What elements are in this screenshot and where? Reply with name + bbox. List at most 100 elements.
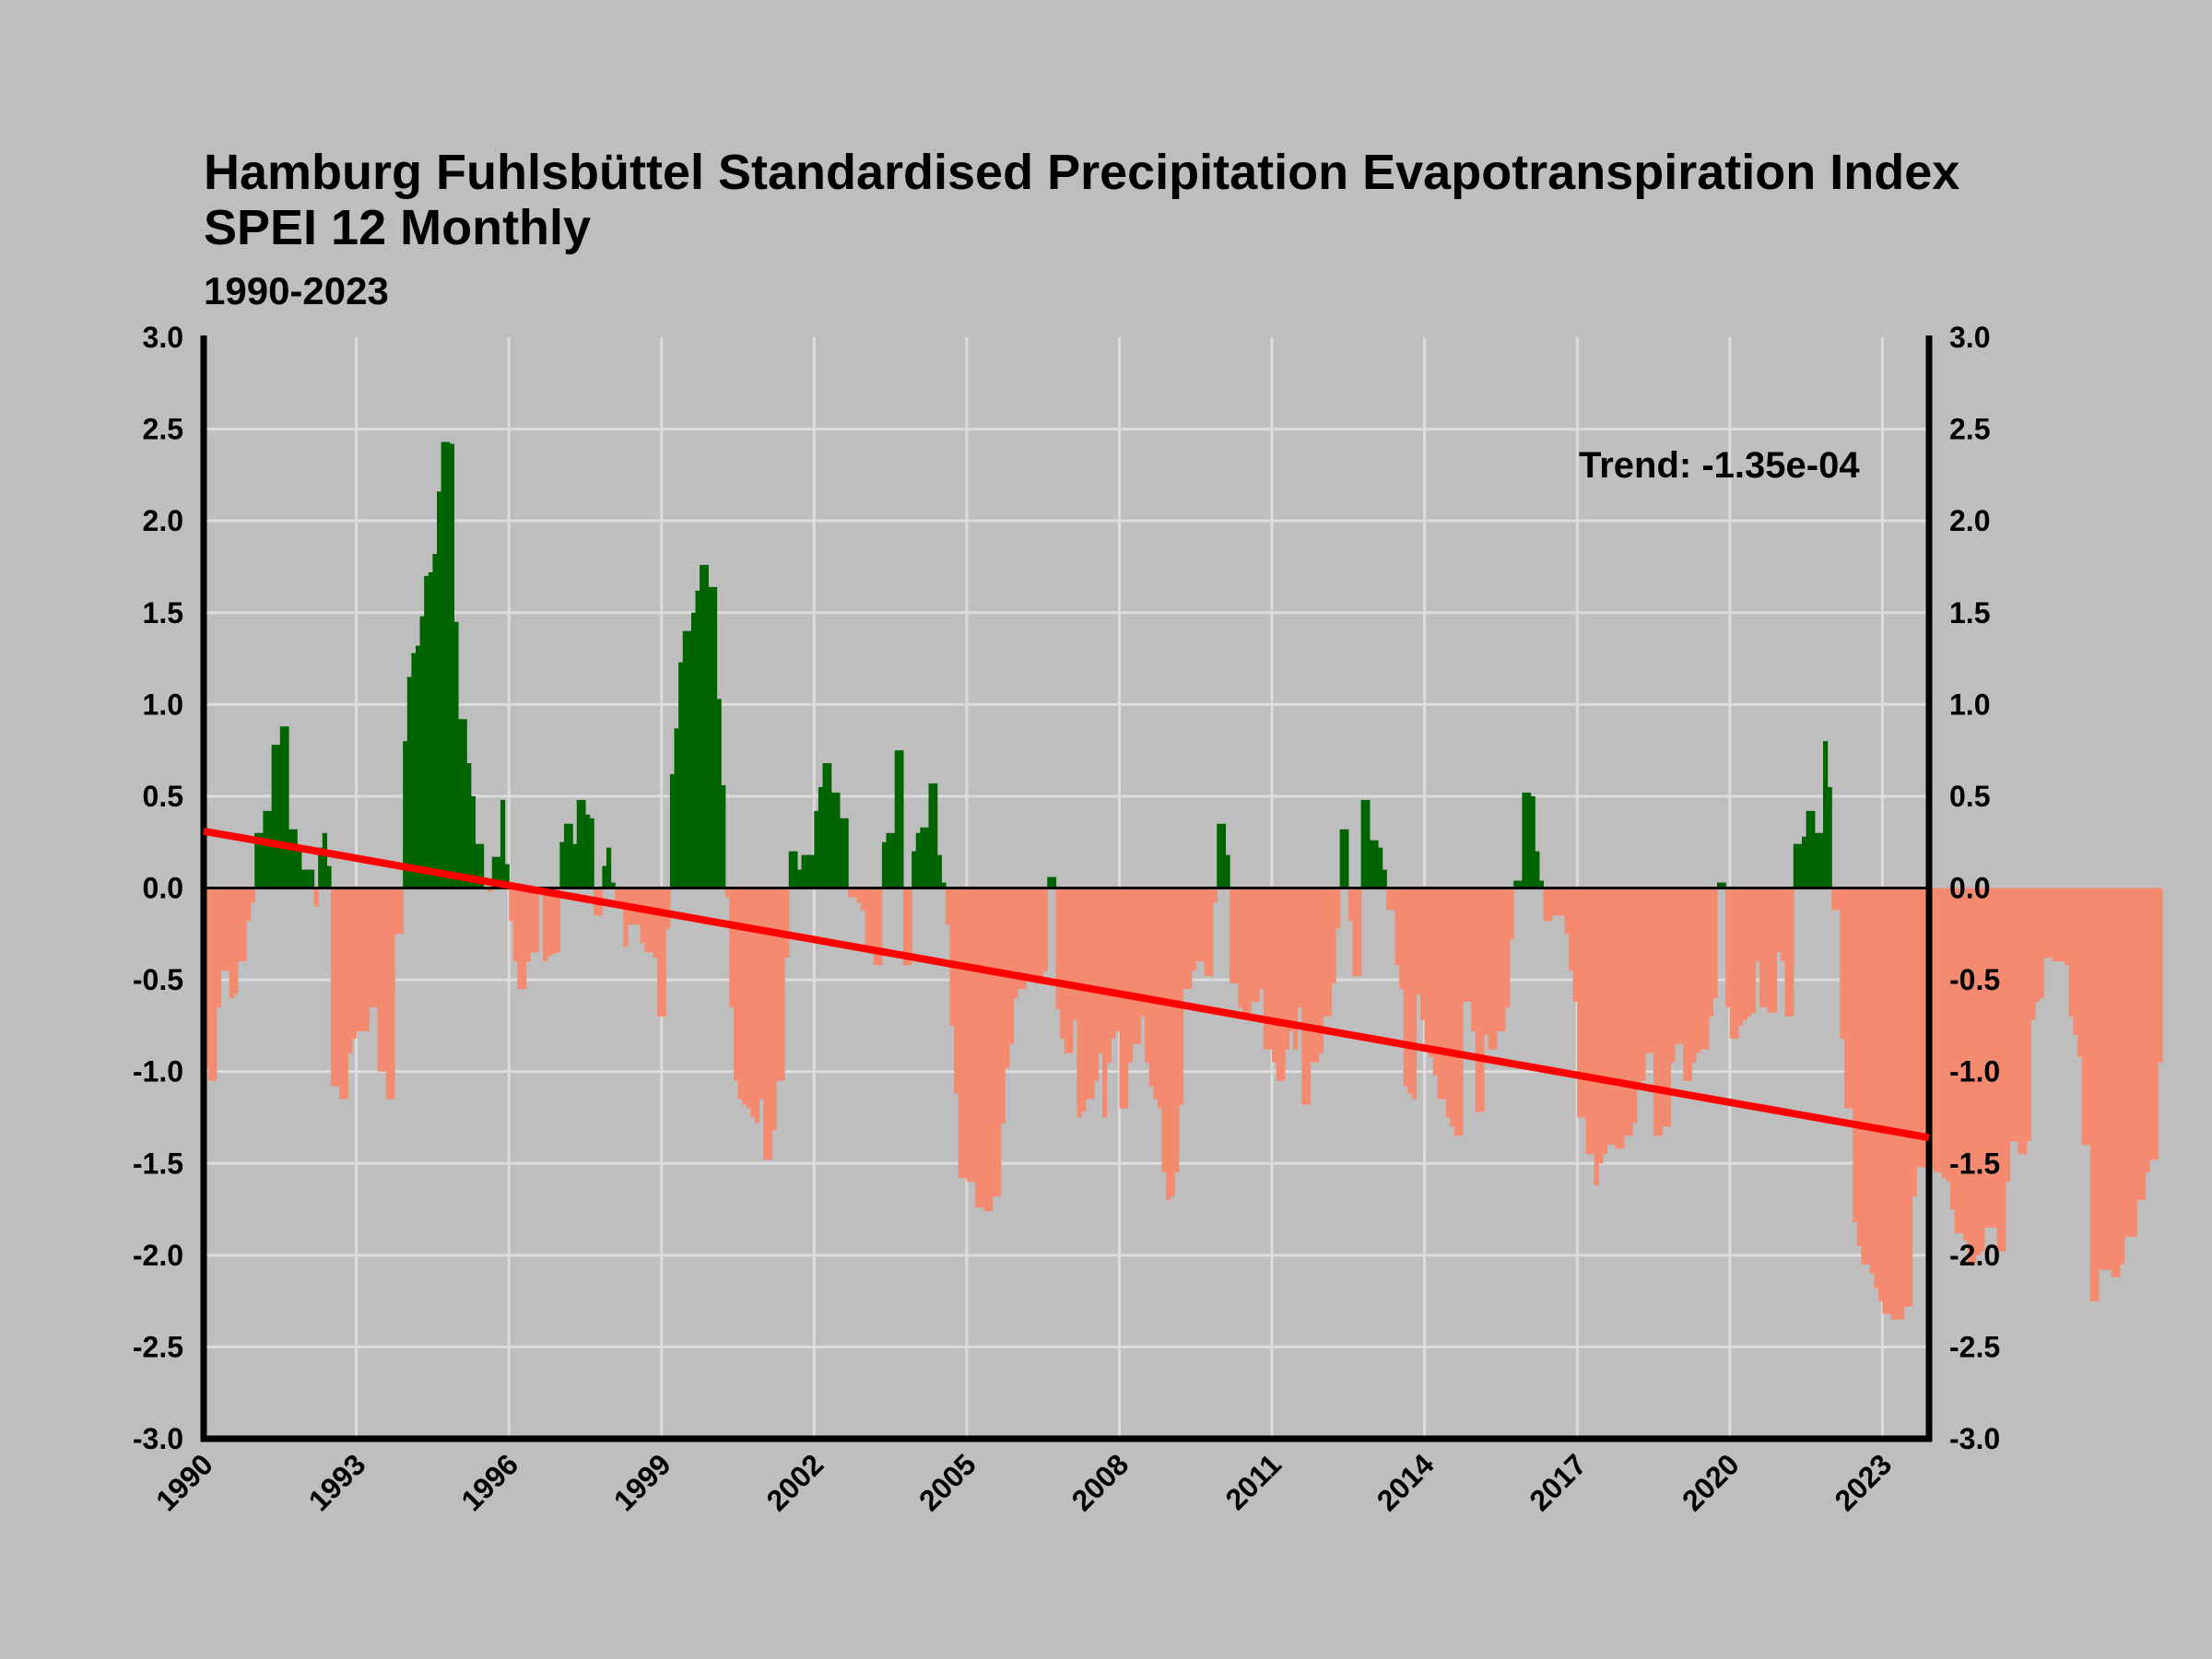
spei-bar <box>1784 888 1790 1017</box>
spei-bar <box>737 888 743 1100</box>
spei-bar <box>1081 888 1087 1112</box>
spei-bar <box>729 888 735 1007</box>
spei-bar <box>271 745 276 888</box>
spei-bar <box>1458 888 1464 1136</box>
spei-bar <box>784 888 790 959</box>
spei-bar <box>1225 854 1230 888</box>
spei-bar <box>2086 888 2091 1146</box>
spei-bar <box>1598 888 1604 1164</box>
y-tick-label-left: -1.5 <box>133 1147 183 1180</box>
spei-bar <box>512 888 518 962</box>
spei-bar <box>1174 888 1180 1173</box>
spei-bar <box>1466 888 1472 1002</box>
spei-bar <box>1585 888 1591 1155</box>
y-tick-label-right: -1.0 <box>1949 1055 2000 1088</box>
spei-bar <box>1513 880 1519 888</box>
spei-bar <box>1135 888 1142 1044</box>
spei-bar <box>288 829 294 888</box>
spei-bar <box>1272 888 1277 1063</box>
spei-bar <box>924 827 930 888</box>
spei-bar <box>318 847 324 888</box>
spei-bar <box>2158 888 2163 1063</box>
spei-bar <box>1492 888 1498 1050</box>
spei-bar <box>428 571 433 888</box>
spei-bar <box>1161 888 1167 1173</box>
spei-bar <box>2128 888 2134 1237</box>
spei-bar <box>1178 888 1184 1105</box>
spei-bar <box>949 888 955 1026</box>
spei-bar <box>822 763 828 888</box>
spei-bar <box>1182 888 1188 990</box>
spei-bar <box>2001 888 2006 1252</box>
y-tick-label-left: 0.5 <box>143 780 183 813</box>
spei-bar <box>212 888 218 1081</box>
spei-bar <box>928 782 934 888</box>
y-tick-label-right: 2.5 <box>1949 413 1990 446</box>
spei-bar <box>941 882 947 888</box>
spei-bar <box>1704 888 1710 1050</box>
spei-bar <box>1077 888 1082 1118</box>
spei-bar <box>2005 888 2010 1182</box>
spei-bar <box>1602 888 1608 1155</box>
spei-bar <box>491 856 497 888</box>
spei-bar <box>1789 888 1794 1017</box>
spei-bar <box>1801 836 1807 888</box>
spei-bar <box>962 888 968 1179</box>
spei-bar <box>771 888 777 1131</box>
spei-bar <box>1903 888 1909 1307</box>
spei-bar <box>1148 888 1154 1087</box>
spei-bar <box>1000 888 1006 1124</box>
spei-bar <box>394 888 400 935</box>
spei-bar <box>682 630 688 888</box>
spei-bar <box>700 564 705 888</box>
spei-bar <box>912 851 917 888</box>
spei-bar <box>530 888 535 953</box>
spei-bar <box>2136 888 2142 1201</box>
spei-bar <box>1687 888 1693 1081</box>
spei-bar <box>703 564 709 888</box>
spei-bar <box>377 888 382 1072</box>
spei-bar <box>886 832 891 888</box>
spei-bar <box>1479 888 1485 1112</box>
spei-bar <box>254 832 260 888</box>
y-tick-label-right: -2.5 <box>1949 1330 2000 1363</box>
spei-bar <box>1551 888 1557 916</box>
spei-bar <box>488 888 493 892</box>
spei-bar <box>1055 888 1061 1009</box>
spei-bar <box>1517 880 1524 888</box>
spei-bar <box>801 854 806 888</box>
spei-bar <box>830 792 836 888</box>
spei-bar <box>1357 888 1362 977</box>
spei-bar <box>1827 786 1832 888</box>
spei-bar <box>809 854 815 888</box>
spei-bar <box>1886 888 1892 1314</box>
spei-bar <box>2107 888 2112 1270</box>
spei-bar <box>1975 888 1981 1255</box>
trend-line <box>203 827 1930 1142</box>
spei-bar <box>806 854 811 888</box>
spei-bar <box>1369 840 1375 888</box>
spei-bar <box>403 741 408 888</box>
spei-bar <box>1089 888 1095 1100</box>
y-tick-label-right: 0.0 <box>1949 872 1990 905</box>
spei-bar <box>1590 888 1595 1155</box>
spei-bar <box>640 888 645 944</box>
spei-bar <box>2026 888 2031 1142</box>
x-tick-label: 1993 <box>302 1447 372 1517</box>
spei-bar <box>1509 888 1514 940</box>
spei-bar <box>1962 888 1968 1241</box>
spei-bar <box>1429 888 1434 1057</box>
spei-bar <box>1649 888 1654 1053</box>
spei-bar <box>602 865 607 888</box>
spei-bar <box>1763 888 1769 1007</box>
spei-bar <box>555 888 560 953</box>
spei-bar <box>1212 888 1218 903</box>
y-tick-label-right: -3.0 <box>1949 1422 2000 1455</box>
spei-bar <box>1696 888 1701 1053</box>
spei-bar <box>1594 888 1599 1186</box>
spei-bar <box>343 888 348 1100</box>
spei-bar <box>1750 888 1757 1013</box>
spei-bar <box>292 829 298 888</box>
spei-bar <box>1572 888 1578 1002</box>
